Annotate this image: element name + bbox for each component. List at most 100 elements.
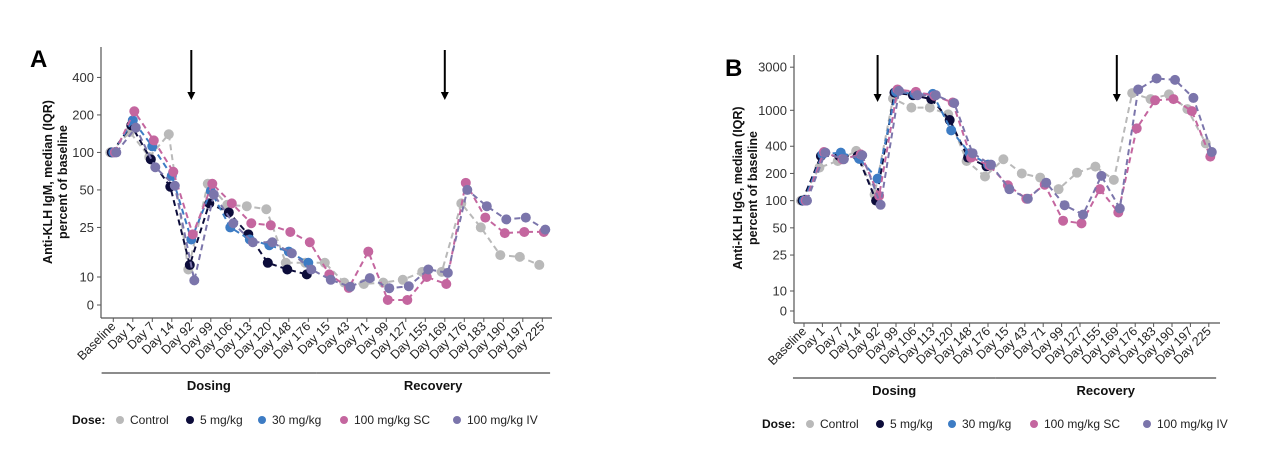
legend-item-label: 30 mg/kg (272, 413, 321, 427)
data-point (980, 171, 990, 182)
data-point (402, 294, 413, 305)
legend-item-label: Control (130, 413, 169, 427)
y-tick-label: 50 (80, 182, 94, 197)
data-point (1041, 177, 1052, 188)
data-point (946, 125, 957, 136)
data-point (382, 294, 393, 305)
data-point (208, 189, 219, 200)
y-axis-label-line2: percent of baseline (746, 131, 760, 245)
data-point (924, 102, 935, 113)
series-line (115, 125, 546, 290)
y-axis-label-line1: Anti-KLH IgG, median (IQR) (731, 106, 745, 269)
y-tick-label: 400 (765, 139, 787, 154)
legend-title: Dose: (762, 417, 795, 431)
data-point (1072, 167, 1082, 178)
data-point (265, 220, 276, 231)
data-point (1150, 95, 1161, 106)
data-point (187, 229, 198, 240)
group-label: Recovery (404, 378, 463, 393)
legend: Dose: Control 5 mg/kg 30 mg/kg 100 mg/kg SC 1… (72, 413, 538, 427)
legend-title: Dose: (72, 413, 105, 427)
data-point (480, 212, 491, 223)
data-point (1170, 74, 1180, 85)
data-point (168, 166, 179, 177)
data-point (442, 267, 453, 278)
legend-marker (948, 420, 956, 428)
data-point (1004, 184, 1015, 195)
series-line (804, 88, 1212, 225)
legend-marker (1030, 420, 1038, 428)
data-point (462, 184, 473, 195)
data-point (247, 237, 258, 248)
y-axis-label: Anti-KLH IgG, median (IQR)percent of bas… (731, 106, 760, 269)
y-tick-label: 100 (765, 193, 787, 208)
legend-item-label: 100 mg/kg IV (467, 413, 538, 427)
dose-arrow-head (187, 92, 196, 100)
data-point (1022, 193, 1033, 204)
legend-marker (116, 416, 124, 424)
data-point (1168, 94, 1179, 105)
data-point (111, 147, 122, 158)
series-control (796, 88, 1211, 206)
data-point (189, 275, 200, 286)
legend-item-label: 5 mg/kg (200, 413, 243, 427)
data-point (129, 106, 140, 117)
legend-marker (340, 416, 348, 424)
data-point (1053, 184, 1064, 195)
data-point (1114, 203, 1125, 214)
data-point (267, 237, 278, 248)
y-tick-label: 3000 (758, 60, 787, 75)
data-point (364, 273, 375, 284)
group-label: Recovery (1076, 383, 1135, 398)
series-100-mg-kg-sc (109, 106, 549, 305)
series-100-mg-kg-iv (802, 73, 1217, 220)
data-point (894, 85, 904, 96)
y-tick-label: 200 (72, 107, 94, 122)
data-point (228, 218, 239, 229)
y-tick-label: 10 (773, 284, 787, 299)
data-point (802, 195, 812, 206)
data-point (282, 264, 293, 275)
data-point (241, 201, 252, 212)
data-point (944, 115, 955, 126)
data-point (1133, 84, 1144, 95)
data-point (1058, 215, 1069, 226)
data-point (872, 173, 883, 184)
data-point (306, 264, 317, 275)
data-point (1096, 170, 1107, 181)
data-point (163, 129, 174, 140)
data-point (820, 147, 831, 158)
data-point (1131, 123, 1142, 134)
data-point (421, 272, 432, 282)
data-point (207, 178, 218, 189)
data-point (261, 204, 272, 215)
legend-item-label: 100 mg/kg SC (1044, 417, 1120, 431)
series-100-mg-kg-iv (111, 122, 551, 294)
series-control (105, 126, 545, 289)
data-point (150, 162, 161, 173)
legend-item-label: 5 mg/kg (890, 417, 933, 431)
data-point (475, 222, 486, 233)
y-tick-label: 0 (780, 304, 787, 319)
data-point (1016, 168, 1027, 179)
data-point (169, 180, 180, 191)
y-tick-label: 1000 (758, 103, 787, 118)
data-point (1090, 161, 1101, 172)
series-5-mg-kg (106, 120, 312, 280)
legend-marker (453, 416, 461, 424)
data-point (130, 122, 141, 133)
legend-item-label: 100 mg/kg IV (1157, 417, 1228, 431)
series-5-mg-kg (797, 87, 992, 206)
y-tick-label: 10 (80, 270, 94, 285)
y-axis-label-line2: percent of baseline (56, 125, 70, 239)
dose-arrow-head (873, 94, 882, 102)
data-point (857, 150, 868, 161)
data-point (540, 224, 551, 235)
data-point (495, 250, 506, 261)
y-tick-label: 100 (72, 145, 94, 160)
data-point (986, 159, 996, 170)
data-point (286, 248, 297, 259)
y-tick-label: 400 (72, 70, 94, 85)
dose-arrow-head (440, 92, 449, 100)
